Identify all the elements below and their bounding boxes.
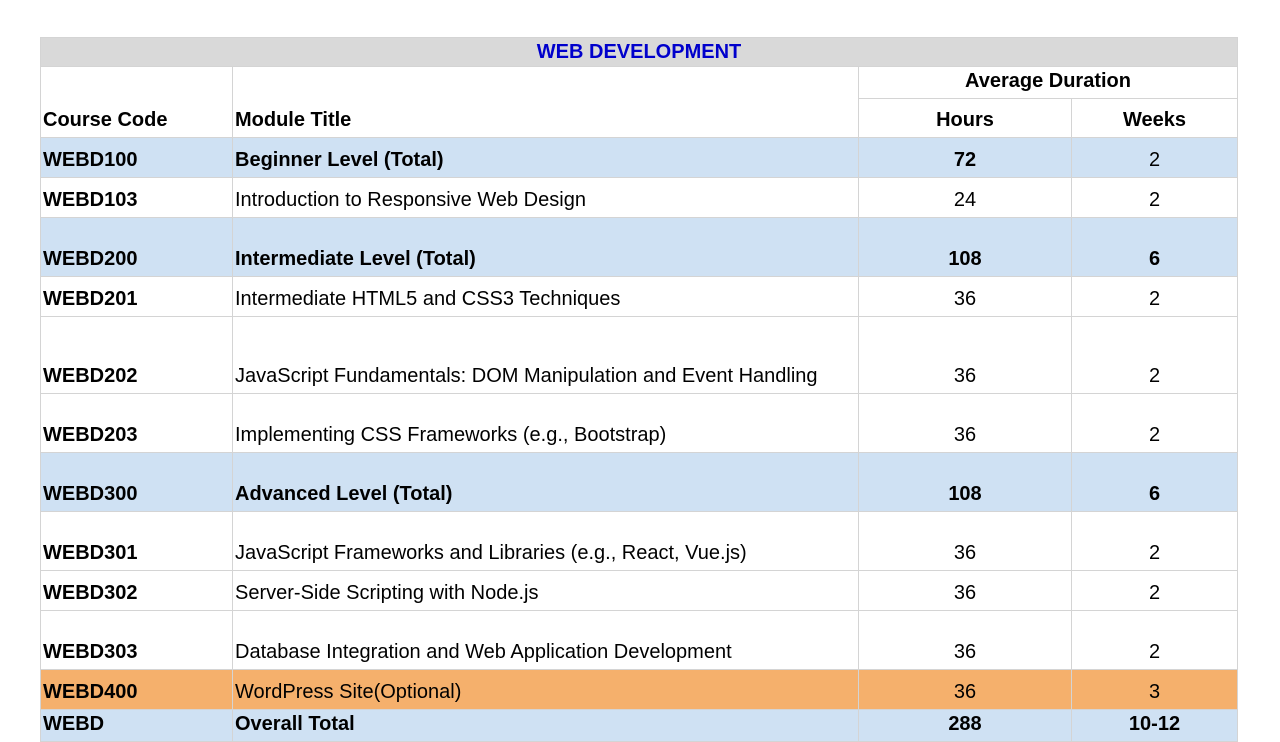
cell-course-code[interactable]: WEBD — [40, 709, 233, 742]
cell-course-code[interactable]: WEBD203 — [40, 393, 233, 453]
cell-course-code[interactable]: WEBD303 — [40, 610, 233, 670]
cell-hours[interactable]: 36 — [858, 669, 1072, 710]
cell-hours[interactable]: 36 — [858, 393, 1072, 453]
cell-hours[interactable]: 24 — [858, 177, 1072, 218]
cell-hours[interactable]: 288 — [858, 709, 1072, 742]
cell-hours[interactable]: 36 — [858, 316, 1072, 394]
cell-weeks[interactable]: 2 — [1070, 570, 1239, 611]
table-row: WEBD302 Server-Side Scripting with Node.… — [40, 570, 1239, 611]
table-title[interactable]: WEB DEVELOPMENT — [39, 37, 1239, 67]
table-row: WEBD301 JavaScript Frameworks and Librar… — [40, 511, 1239, 571]
cell-hours[interactable]: 72 — [858, 137, 1072, 178]
cell-module-title[interactable]: Database Integration and Web Application… — [232, 610, 859, 670]
header-row-2: Hours Weeks — [41, 98, 1239, 138]
table-row: WEBD303 Database Integration and Web App… — [40, 610, 1239, 670]
cell-module-title[interactable]: JavaScript Fundamentals: DOM Manipulatio… — [232, 316, 859, 394]
cell-hours[interactable]: 36 — [858, 276, 1072, 317]
header-average-duration[interactable]: Average Duration — [857, 66, 1239, 99]
cell-hours[interactable]: 36 — [858, 610, 1072, 670]
cell-module-title[interactable]: Advanced Level (Total) — [232, 452, 859, 512]
cell-weeks[interactable]: 10-12 — [1070, 709, 1239, 742]
cell-module-title[interactable]: Intermediate Level (Total) — [232, 217, 859, 277]
cell-module-title[interactable]: Server-Side Scripting with Node.js — [232, 570, 859, 611]
header-course-code[interactable]: Course Code — [40, 66, 233, 138]
cell-module-title[interactable]: Introduction to Responsive Web Design — [232, 177, 859, 218]
title-row: WEB DEVELOPMENT — [39, 37, 1239, 67]
cell-weeks[interactable]: 2 — [1070, 316, 1239, 394]
table-row: WEBD100 Beginner Level (Total) 72 2 — [40, 137, 1239, 178]
cell-course-code[interactable]: WEBD400 — [40, 669, 233, 710]
cell-hours[interactable]: 36 — [858, 570, 1072, 611]
cell-weeks[interactable]: 2 — [1070, 511, 1239, 571]
table-row-optional: WEBD400 WordPress Site(Optional) 36 3 — [40, 669, 1239, 710]
cell-module-title[interactable]: Intermediate HTML5 and CSS3 Techniques — [232, 276, 859, 317]
cell-module-title[interactable]: WordPress Site(Optional) — [232, 669, 859, 710]
cell-weeks[interactable]: 2 — [1070, 137, 1239, 178]
course-table: WEB DEVELOPMENT Course Code Module Title… — [39, 37, 1239, 742]
cell-course-code[interactable]: WEBD103 — [40, 177, 233, 218]
table-row-overall-total: WEBD Overall Total 288 10-12 — [40, 709, 1239, 742]
table-row: WEBD103 Introduction to Responsive Web D… — [40, 177, 1239, 218]
spreadsheet-table-container: WEB DEVELOPMENT Course Code Module Title… — [39, 37, 1239, 742]
cell-module-title[interactable]: Beginner Level (Total) — [232, 137, 859, 178]
cell-course-code[interactable]: WEBD100 — [40, 137, 233, 178]
cell-course-code[interactable]: WEBD301 — [40, 511, 233, 571]
table-row: WEBD202 JavaScript Fundamentals: DOM Man… — [40, 316, 1239, 394]
header-module-title[interactable]: Module Title — [232, 66, 859, 138]
cell-course-code[interactable]: WEBD201 — [40, 276, 233, 317]
table-row: WEBD203 Implementing CSS Frameworks (e.g… — [40, 393, 1239, 453]
table-row: WEBD300 Advanced Level (Total) 108 6 — [40, 452, 1239, 512]
cell-course-code[interactable]: WEBD202 — [40, 316, 233, 394]
cell-course-code[interactable]: WEBD302 — [40, 570, 233, 611]
table-row: WEBD200 Intermediate Level (Total) 108 6 — [40, 217, 1239, 277]
cell-module-title[interactable]: Implementing CSS Frameworks (e.g., Boots… — [232, 393, 859, 453]
table-row: WEBD201 Intermediate HTML5 and CSS3 Tech… — [40, 276, 1239, 317]
header-row-1: Course Code Module Title Average Duratio… — [40, 66, 1239, 138]
cell-weeks[interactable]: 6 — [1070, 452, 1239, 512]
cell-weeks[interactable]: 3 — [1070, 669, 1239, 710]
cell-hours[interactable]: 36 — [858, 511, 1072, 571]
cell-weeks[interactable]: 2 — [1070, 610, 1239, 670]
cell-course-code[interactable]: WEBD200 — [40, 217, 233, 277]
cell-module-title[interactable]: JavaScript Frameworks and Libraries (e.g… — [232, 511, 859, 571]
cell-weeks[interactable]: 2 — [1070, 276, 1239, 317]
cell-course-code[interactable]: WEBD300 — [40, 452, 233, 512]
header-weeks[interactable]: Weeks — [1070, 98, 1239, 138]
header-hours[interactable]: Hours — [858, 98, 1072, 138]
cell-module-title[interactable]: Overall Total — [232, 709, 859, 742]
cell-hours[interactable]: 108 — [858, 217, 1072, 277]
cell-weeks[interactable]: 2 — [1070, 393, 1239, 453]
cell-weeks[interactable]: 2 — [1070, 177, 1239, 218]
cell-hours[interactable]: 108 — [858, 452, 1072, 512]
cell-weeks[interactable]: 6 — [1070, 217, 1239, 277]
